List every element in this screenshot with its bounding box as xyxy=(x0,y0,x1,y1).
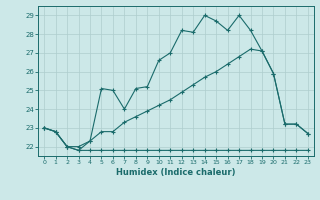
X-axis label: Humidex (Indice chaleur): Humidex (Indice chaleur) xyxy=(116,168,236,177)
